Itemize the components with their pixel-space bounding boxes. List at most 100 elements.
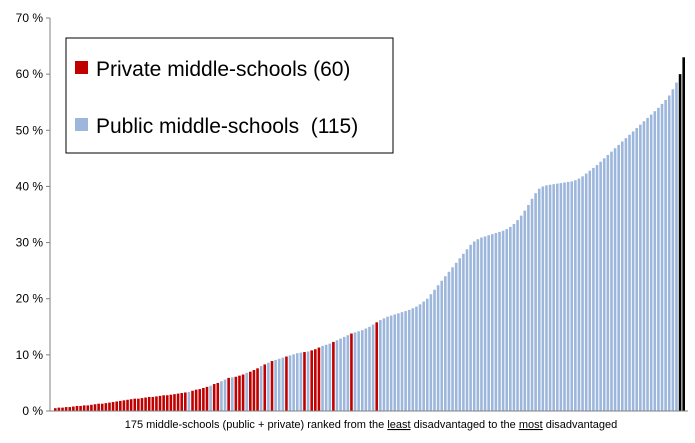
bar-public: [635, 128, 639, 412]
bar-private: [216, 382, 220, 411]
bar-public: [530, 198, 534, 411]
x-axis-label-part-3: disadvantaged to the: [411, 419, 519, 431]
bar-private: [90, 404, 93, 411]
bar-public: [382, 318, 386, 411]
bar-public: [436, 285, 440, 411]
bar-private: [86, 405, 90, 411]
bar-public: [545, 185, 548, 411]
bar-public: [306, 351, 310, 411]
bar-public: [613, 148, 617, 411]
bar-private: [104, 403, 108, 411]
bar-private: [64, 407, 68, 411]
bar-public: [541, 186, 545, 411]
bar-public: [335, 340, 339, 411]
bar-public: [490, 234, 494, 411]
bar-private: [61, 407, 64, 411]
bar-private: [133, 398, 137, 411]
bar-private: [234, 376, 238, 411]
bar-private: [111, 402, 115, 411]
bar-public: [444, 276, 447, 411]
bar-private: [202, 387, 205, 411]
bar-public: [494, 233, 498, 411]
bar-private: [108, 402, 111, 411]
bar-public: [660, 103, 664, 412]
bar-private: [212, 384, 216, 411]
bar-public: [353, 332, 357, 411]
bar-public: [523, 210, 527, 411]
bar-public: [649, 114, 653, 411]
bar-private: [68, 407, 72, 411]
bar-public: [537, 188, 541, 411]
bar-private: [375, 322, 379, 411]
bar-public: [447, 271, 451, 411]
bar-public: [642, 121, 646, 412]
y-tick-label: 30 %: [16, 236, 44, 250]
bar-private: [75, 405, 79, 411]
legend-box: [65, 37, 394, 154]
x-axis-label-most: most: [519, 419, 543, 431]
bar-public: [501, 230, 505, 411]
bar-private: [173, 394, 176, 411]
bar-public: [346, 335, 350, 411]
y-tick-label: 10 %: [16, 348, 44, 362]
bar-public: [509, 226, 512, 411]
bar-private: [205, 386, 209, 411]
bar-private: [129, 399, 133, 411]
bar-private: [184, 392, 187, 411]
bar-public: [577, 178, 581, 411]
bar-public: [458, 258, 462, 411]
bar-private: [126, 399, 129, 411]
bar-private: [263, 364, 267, 411]
bar-public: [415, 306, 418, 411]
bar-public: [357, 331, 360, 411]
bar-private: [147, 396, 151, 411]
bar-private: [194, 389, 198, 411]
bar-private: [137, 398, 140, 411]
y-tick-label: 20 %: [16, 292, 44, 306]
bars-group: [54, 57, 685, 412]
y-tick-label: 70 %: [16, 11, 44, 25]
bar-public: [429, 294, 433, 411]
bar-private: [82, 405, 86, 411]
legend-label-public: Public middle-schools (115): [96, 115, 358, 138]
bar-public: [209, 385, 212, 411]
bar-public: [433, 289, 436, 411]
y-ticks-group: 0 % 10 % 20 % 30 % 40 % 50 % 60 % 70 %: [16, 11, 50, 418]
bar-private: [227, 377, 230, 411]
bar-public: [288, 355, 292, 411]
legend: Private middle-schools (60) Public middl…: [65, 37, 394, 154]
x-axis-label-least: least: [387, 419, 410, 431]
legend-swatch-private: [75, 61, 88, 74]
bar-private: [252, 370, 256, 411]
bar-public: [519, 215, 523, 411]
bar-public: [223, 379, 227, 411]
bar-public: [675, 82, 678, 411]
bar-public: [440, 280, 444, 411]
bar-public: [425, 298, 429, 411]
bar-private: [241, 374, 245, 411]
bar-private: [180, 393, 183, 411]
bar-public: [657, 107, 660, 411]
bar-private: [256, 368, 259, 411]
bar-public: [624, 138, 628, 411]
bar-public: [404, 311, 407, 411]
x-axis-label-part-5: disadvantaged: [543, 419, 618, 431]
bar-private: [238, 375, 241, 411]
bar-public: [631, 131, 635, 411]
bar-public: [411, 308, 415, 411]
bar-public: [295, 353, 299, 411]
bar-private: [57, 407, 61, 411]
bar-public: [267, 362, 270, 411]
bar-public: [620, 141, 624, 411]
bar-private: [191, 390, 194, 411]
bar-public: [220, 381, 223, 411]
bar-public: [454, 262, 458, 411]
bar-public: [281, 357, 285, 411]
bar-public: [628, 134, 631, 411]
bar-public: [407, 309, 411, 411]
bar-public: [653, 111, 657, 411]
bar-private: [93, 404, 97, 411]
bar-public: [667, 95, 671, 411]
bar-private: [314, 349, 317, 411]
bar-public: [527, 204, 530, 411]
